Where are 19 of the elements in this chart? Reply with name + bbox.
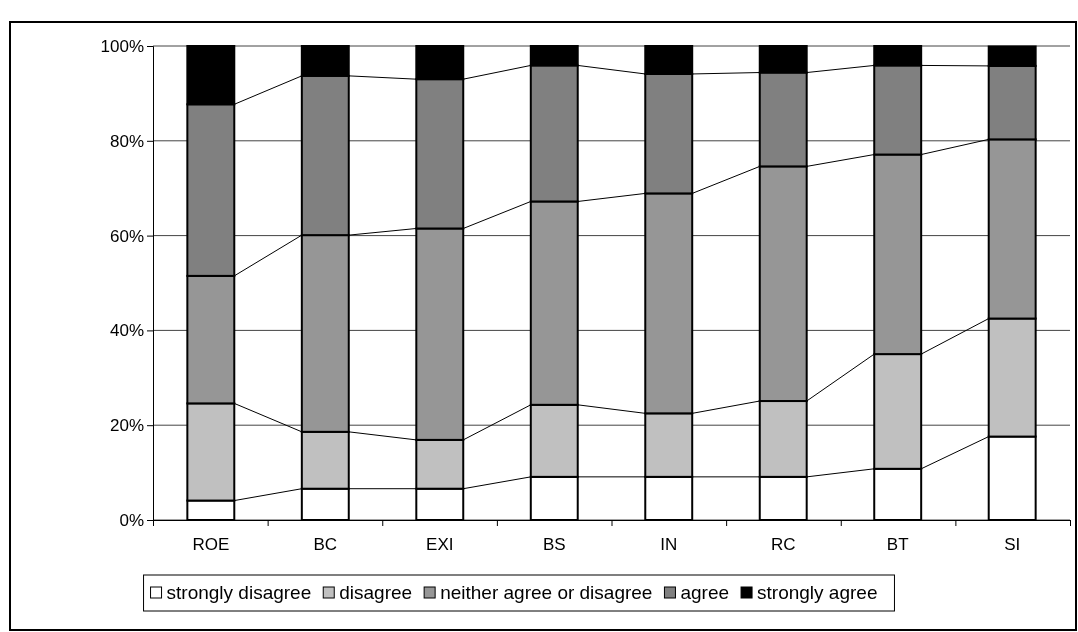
legend-label: disagree xyxy=(339,582,413,603)
legend-label: neither agree or disagree xyxy=(440,582,653,603)
x-tick-label: BS xyxy=(542,535,566,554)
legend-label: strongly disagree xyxy=(166,582,312,603)
y-tick-label: 0% xyxy=(119,510,144,530)
y-tick-label: 60% xyxy=(109,226,144,246)
x-tick-label: BC xyxy=(313,535,338,554)
x-tick-label: EXI xyxy=(426,535,454,554)
y-tick-label: 40% xyxy=(109,321,144,341)
y-tick-label: 20% xyxy=(109,416,144,436)
x-tick-label: SI xyxy=(1004,535,1021,554)
x-tick-label: RC xyxy=(770,535,796,554)
legend-label: agree xyxy=(680,582,730,603)
y-tick-label: 80% xyxy=(109,131,144,151)
x-tick-label: BT xyxy=(886,535,909,554)
x-tick-label: ROE xyxy=(192,535,230,554)
legend-label: strongly agree xyxy=(757,582,878,603)
x-tick-label: IN xyxy=(660,535,678,554)
y-tick-label: 100% xyxy=(100,36,144,56)
